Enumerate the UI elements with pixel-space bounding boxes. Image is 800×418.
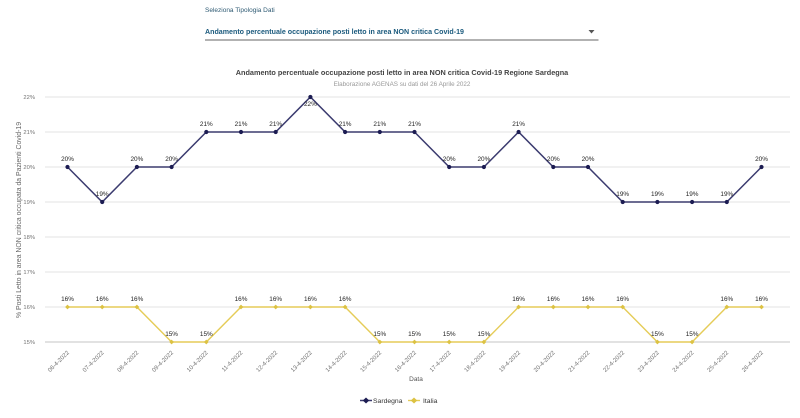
svg-text:15%: 15% <box>23 340 35 346</box>
svg-text:16%: 16% <box>235 296 248 303</box>
svg-text:16%: 16% <box>616 296 629 303</box>
svg-text:21%: 21% <box>235 121 248 128</box>
svg-text:16%: 16% <box>512 296 525 303</box>
svg-text:20%: 20% <box>23 165 35 171</box>
svg-text:Elaborazione AGENAS su dati de: Elaborazione AGENAS su dati del 26 April… <box>334 81 471 88</box>
svg-text:21%: 21% <box>373 121 386 128</box>
svg-text:15%: 15% <box>408 331 421 338</box>
svg-text:20%: 20% <box>61 156 74 163</box>
svg-text:15%: 15% <box>200 331 213 338</box>
svg-text:Andamento percentuale occupazi: Andamento percentuale occupazione posti … <box>205 28 464 36</box>
svg-text:21%: 21% <box>512 121 525 128</box>
svg-text:20%: 20% <box>755 156 768 163</box>
svg-text:16%: 16% <box>96 296 109 303</box>
svg-text:20%: 20% <box>443 156 456 163</box>
svg-text:16%: 16% <box>23 305 35 311</box>
svg-text:21%: 21% <box>200 121 213 128</box>
svg-text:15%: 15% <box>478 331 491 338</box>
svg-text:20%: 20% <box>165 156 178 163</box>
svg-text:Seleziona Tipologia Dati: Seleziona Tipologia Dati <box>205 7 275 14</box>
svg-text:21%: 21% <box>269 121 282 128</box>
svg-text:22%: 22% <box>304 101 317 108</box>
svg-text:19%: 19% <box>23 200 35 206</box>
svg-text:Andamento percentuale occupazi: Andamento percentuale occupazione posti … <box>236 68 569 77</box>
svg-text:20%: 20% <box>547 156 560 163</box>
svg-text:15%: 15% <box>443 331 456 338</box>
svg-text:20%: 20% <box>131 156 144 163</box>
svg-text:22%: 22% <box>23 95 35 101</box>
svg-text:16%: 16% <box>582 296 595 303</box>
svg-text:21%: 21% <box>339 121 352 128</box>
svg-text:16%: 16% <box>547 296 560 303</box>
svg-text:20%: 20% <box>478 156 491 163</box>
svg-text:15%: 15% <box>651 331 664 338</box>
svg-text:19%: 19% <box>720 191 733 198</box>
svg-text:Data: Data <box>409 376 423 383</box>
svg-text:Sardegna: Sardegna <box>373 398 403 405</box>
svg-text:18%: 18% <box>23 235 35 241</box>
svg-text:16%: 16% <box>131 296 144 303</box>
svg-text:15%: 15% <box>373 331 386 338</box>
svg-text:19%: 19% <box>616 191 629 198</box>
svg-text:21%: 21% <box>23 130 35 136</box>
svg-text:15%: 15% <box>165 331 178 338</box>
svg-text:% Posti Letto in area NON crit: % Posti Letto in area NON critica occupa… <box>16 122 23 318</box>
svg-text:19%: 19% <box>686 191 699 198</box>
svg-text:19%: 19% <box>96 191 109 198</box>
svg-text:17%: 17% <box>23 270 35 276</box>
svg-text:16%: 16% <box>339 296 352 303</box>
svg-text:16%: 16% <box>269 296 282 303</box>
svg-text:21%: 21% <box>408 121 421 128</box>
svg-text:15%: 15% <box>686 331 699 338</box>
svg-text:16%: 16% <box>304 296 317 303</box>
svg-text:20%: 20% <box>582 156 595 163</box>
svg-text:16%: 16% <box>61 296 74 303</box>
svg-text:16%: 16% <box>720 296 733 303</box>
svg-text:Italia: Italia <box>423 398 438 405</box>
svg-text:16%: 16% <box>755 296 768 303</box>
svg-text:19%: 19% <box>651 191 664 198</box>
